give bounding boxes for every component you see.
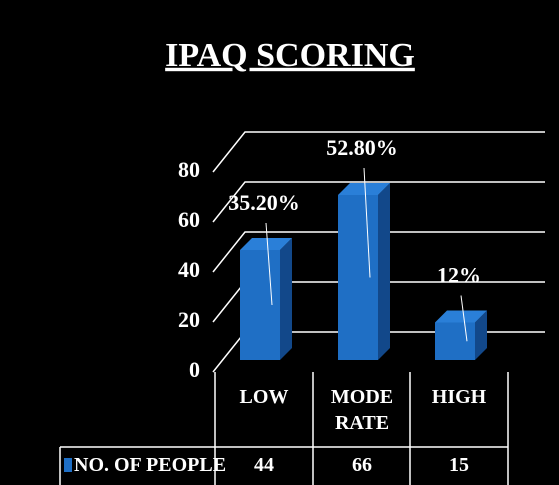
data-label: 52.80%	[326, 135, 398, 160]
legend-swatch	[64, 458, 72, 472]
leader-line	[363, 167, 371, 278]
y-tick-label: 0	[189, 357, 200, 382]
leader-line	[265, 222, 273, 306]
table-value: 44	[254, 454, 274, 476]
bar-side	[280, 238, 292, 360]
bar-top	[240, 238, 292, 250]
data-label: 35.20%	[228, 190, 300, 215]
table-border	[59, 372, 509, 485]
bar	[240, 250, 280, 360]
y-tick-label: 80	[178, 157, 200, 182]
bar-top	[338, 183, 390, 195]
table-value: 66	[352, 454, 372, 476]
y-tick-label: 40	[178, 257, 200, 282]
x-tick-label: LOW	[239, 386, 289, 408]
grid-line	[212, 131, 545, 173]
bar-side	[378, 183, 390, 360]
grid-line	[212, 231, 545, 273]
y-tick-label: 60	[178, 207, 200, 232]
bar	[435, 322, 475, 360]
x-tick-label: HIGH	[431, 386, 487, 408]
bar-side	[475, 310, 487, 360]
grid-line	[212, 181, 545, 223]
bar-top	[435, 310, 487, 323]
chart-title: IPAQ SCORING	[165, 37, 415, 74]
y-tick-label: 20	[178, 307, 200, 332]
data-label: 12%	[437, 263, 481, 288]
table-value: 15	[449, 454, 469, 476]
legend-label: NO. OF PEOPLE	[74, 454, 227, 476]
bar	[338, 195, 378, 360]
leader-line	[460, 295, 468, 342]
x-tick-label: MODERATE	[330, 386, 394, 434]
